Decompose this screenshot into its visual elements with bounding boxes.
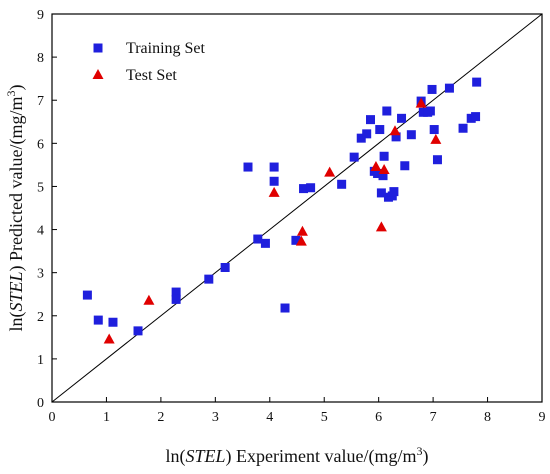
- training-set-point: [389, 187, 399, 197]
- x-tick-label: 4: [266, 410, 273, 425]
- test-set-point: [143, 294, 155, 305]
- training-set-point: [82, 290, 92, 300]
- training-set-point: [375, 125, 385, 135]
- training-set-point: [397, 113, 407, 123]
- plot-frame: [51, 13, 543, 403]
- training-set-point: [425, 106, 435, 116]
- training-set-point: [366, 115, 375, 125]
- x-tick-label: 3: [212, 410, 219, 425]
- training-set-point: [432, 155, 442, 165]
- legend: Training Set Test Set: [92, 40, 206, 84]
- x-tick-label: 2: [157, 410, 164, 425]
- training-set-point: [204, 274, 214, 284]
- x-tick-label: 6: [375, 410, 382, 425]
- test-set-point: [296, 225, 308, 236]
- test-set-point: [378, 164, 390, 175]
- training-set-point: [444, 83, 454, 93]
- training-set-point: [220, 262, 230, 272]
- training-set-point: [472, 77, 482, 87]
- training-set-point: [376, 188, 386, 198]
- legend-label-test-set: Test Set: [126, 67, 177, 84]
- test-set-point: [268, 186, 280, 197]
- training-set-point: [471, 112, 481, 122]
- y-tick-label: 9: [37, 8, 44, 23]
- y-tick-label: 7: [37, 94, 44, 109]
- reference-line: [51, 13, 543, 403]
- training-set-point: [171, 287, 181, 297]
- training-set-point: [391, 132, 401, 142]
- training-set-point: [133, 326, 143, 336]
- training-set-point: [108, 317, 118, 327]
- training-set-point: [260, 238, 270, 248]
- training-set-point: [306, 183, 316, 193]
- training-set-point: [269, 176, 279, 186]
- training-set-point: [362, 129, 372, 139]
- legend-label-training-set: Training Set: [126, 40, 206, 57]
- x-tick-label: 8: [484, 410, 491, 425]
- test-set-point: [389, 125, 401, 136]
- training-set-point: [291, 235, 301, 245]
- test-set-point: [415, 97, 427, 108]
- y-tick-label: 3: [37, 267, 44, 282]
- training-set-point: [373, 169, 383, 179]
- training-set-point: [253, 234, 263, 244]
- training-set-point: [337, 179, 347, 189]
- y-axis-title: ln(STEL) Predicted value/(mg/m3): [4, 85, 27, 332]
- x-tick-label: 7: [430, 410, 437, 425]
- training-set-point: [349, 152, 359, 162]
- y-tick-label: 4: [37, 224, 44, 239]
- training-set-point: [382, 106, 392, 116]
- training-set-point: [280, 303, 290, 313]
- test-set-point: [375, 221, 387, 232]
- y-tick-label: 6: [37, 137, 44, 152]
- legend-marker-training-set: [93, 43, 103, 53]
- test-set-point: [324, 166, 336, 177]
- x-axis-title: ln(STEL) Experiment value/(mg/m3): [166, 444, 429, 467]
- test-set-point: [430, 133, 442, 144]
- y-tick-label: 8: [37, 51, 44, 66]
- training-set-point: [379, 151, 389, 161]
- y-tick-label: 1: [37, 353, 44, 368]
- y-tick-label: 0: [37, 396, 44, 411]
- training-set-point: [269, 162, 279, 172]
- training-set-point: [356, 133, 366, 143]
- y-tick-label: 2: [37, 310, 44, 325]
- x-tick-label: 5: [321, 410, 328, 425]
- training-set-point: [243, 162, 253, 172]
- training-set-point: [400, 161, 410, 171]
- training-set-point: [427, 84, 437, 94]
- training-set-point: [406, 130, 416, 140]
- training-set-point: [458, 123, 468, 133]
- training-set-point: [299, 184, 309, 194]
- test-set-point: [370, 161, 382, 172]
- x-tick-label: 1: [103, 410, 110, 425]
- x-tick-label: 9: [539, 410, 546, 425]
- legend-marker-test-set: [92, 69, 104, 79]
- training-set-point: [429, 125, 439, 135]
- training-set-point: [378, 171, 388, 181]
- ticks-layer: 0 1 2 3 4 5 6 7 8 9 0 1 2 3 4 5 6 7 8 9: [37, 8, 546, 425]
- test-set-point: [295, 235, 307, 246]
- training-set-point: [93, 315, 103, 325]
- points-layer: [82, 77, 482, 344]
- training-set-point: [171, 294, 181, 304]
- y-tick-label: 5: [37, 180, 44, 195]
- reference-line-layer: [51, 13, 543, 403]
- test-set-point: [103, 333, 115, 344]
- x-tick-label: 0: [49, 410, 56, 425]
